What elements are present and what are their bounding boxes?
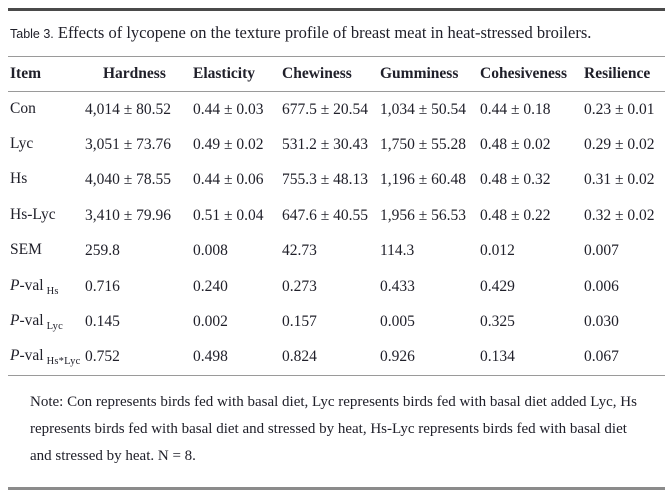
column-header-hardness: Hardness: [103, 65, 166, 82]
row-label-text: -val: [19, 276, 44, 294]
cell: 259.8: [85, 242, 120, 260]
row-label: Lyc: [10, 135, 85, 155]
cell: 114.3: [380, 242, 415, 260]
cell: 0.44 ± 0.06: [193, 171, 264, 189]
cell: 0.030: [584, 313, 619, 331]
cell: 755.3 ± 48.13: [282, 171, 369, 189]
cell: 3,051 ± 73.76: [85, 136, 172, 154]
cell: 0.012: [480, 242, 515, 260]
row-label-italic: P: [10, 276, 20, 294]
column-header-item: Item: [10, 65, 41, 82]
row-label-text: -val: [19, 347, 44, 365]
cell: 0.29 ± 0.02: [584, 136, 655, 154]
cell: 0.31 ± 0.02: [584, 171, 655, 189]
cell: 0.002: [193, 313, 228, 331]
row-label-text: Con: [10, 99, 36, 117]
cell: 0.32 ± 0.02: [584, 206, 655, 224]
cell: 0.824: [282, 348, 317, 366]
row-label: P-val Hs*Lyc: [10, 347, 85, 367]
row-label: SEM: [10, 241, 85, 261]
caption-divider-rule: [8, 56, 665, 57]
row-label-text: Lyc: [10, 135, 34, 153]
cell: 531.2 ± 30.43: [282, 136, 369, 154]
cell: 0.44 ± 0.18: [480, 100, 551, 118]
cell: 3,410 ± 79.96: [85, 206, 172, 224]
cell: 0.44 ± 0.03: [193, 100, 264, 118]
row-label: Hs: [10, 170, 85, 190]
table-row: Lyc 3,051 ± 73.76 0.49 ± 0.02 531.2 ± 30…: [8, 127, 665, 162]
cell: 0.145: [85, 313, 120, 331]
cell: 0.134: [480, 348, 515, 366]
table-note: Note: Con represents birds fed with basa…: [30, 394, 637, 465]
column-header-chewiness: Chewiness: [282, 65, 352, 82]
row-label-italic: P: [10, 347, 20, 365]
cell: 1,034 ± 50.54: [380, 100, 467, 118]
table-caption-text: Effects of lycopene on the texture profi…: [53, 23, 592, 42]
cell: 1,196 ± 60.48: [380, 171, 467, 189]
cell: 0.429: [480, 277, 515, 295]
row-label: P-val Hs: [10, 277, 85, 297]
cell: 0.067: [584, 348, 619, 366]
row-label: Con: [10, 100, 85, 120]
cell: 0.006: [584, 277, 619, 295]
cell: 1,956 ± 56.53: [380, 206, 467, 224]
bottom-rule: [8, 487, 665, 490]
cell: 0.005: [380, 313, 415, 331]
column-header-resilience: Resilience: [584, 65, 651, 82]
table-body: Con 4,014 ± 80.52 0.44 ± 0.03 677.5 ± 20…: [8, 92, 665, 375]
cell: 4,014 ± 80.52: [85, 100, 172, 118]
header-divider-rule: [8, 91, 665, 92]
cell: 0.498: [193, 348, 228, 366]
table-row: Hs 4,040 ± 78.55 0.44 ± 0.06 755.3 ± 48.…: [8, 163, 665, 198]
table-row: Con 4,014 ± 80.52 0.44 ± 0.03 677.5 ± 20…: [8, 92, 665, 127]
table-caption: Table 3. Effects of lycopene on the text…: [8, 11, 665, 56]
row-label: Hs-Lyc: [10, 206, 85, 226]
footer-divider-rule: [8, 375, 665, 377]
cell: 0.752: [85, 348, 120, 366]
column-header-elasticity: Elasticity: [193, 65, 255, 82]
row-label-text: Hs: [10, 170, 28, 188]
column-header-gumminess: Gumminess: [380, 65, 459, 82]
cell: 647.6 ± 40.55: [282, 206, 369, 224]
row-label-text: SEM: [10, 241, 42, 259]
row-label-text: Hs-Lyc: [10, 205, 56, 223]
cell: 1,750 ± 55.28: [380, 136, 467, 154]
row-label-subscript: Hs*Lyc: [46, 356, 81, 368]
table-header-row: Item Hardness Elasticity Chewiness Gummi…: [8, 57, 665, 91]
cell: 0.240: [193, 277, 228, 295]
cell: 0.157: [282, 313, 317, 331]
table-row: P-val Hs 0.716 0.240 0.273 0.433 0.429 0.…: [8, 269, 665, 304]
cell: 0.51 ± 0.04: [193, 206, 264, 224]
row-label-subscript: Lyc: [46, 321, 63, 333]
cell: 0.48 ± 0.22: [480, 206, 551, 224]
row-label-subscript: Hs: [46, 285, 59, 297]
cell: 0.273: [282, 277, 317, 295]
cell: 0.716: [85, 277, 120, 295]
column-header-cohesiveness: Cohesiveness: [480, 65, 567, 82]
cell: 0.008: [193, 242, 228, 260]
cell: 0.48 ± 0.02: [480, 136, 551, 154]
cell: 0.325: [480, 313, 515, 331]
table-number-label: Table 3.: [10, 27, 54, 41]
table-row: Hs-Lyc 3,410 ± 79.96 0.51 ± 0.04 647.6 ±…: [8, 198, 665, 233]
cell: 0.23 ± 0.01: [584, 100, 655, 118]
cell: 0.48 ± 0.32: [480, 171, 551, 189]
row-label-italic: P: [10, 311, 20, 329]
table-row: P-val Lyc 0.145 0.002 0.157 0.005 0.325 0…: [8, 304, 665, 339]
cell: 0.433: [380, 277, 415, 295]
cell: 0.926: [380, 348, 415, 366]
table-row: P-val Hs*Lyc 0.752 0.498 0.824 0.926 0.13…: [8, 340, 665, 375]
cell: 0.49 ± 0.02: [193, 136, 264, 154]
table-row: SEM 259.8 0.008 42.73 114.3 0.012 0.007: [8, 234, 665, 269]
cell: 677.5 ± 20.54: [282, 100, 369, 118]
cell: 4,040 ± 78.55: [85, 171, 172, 189]
cell: 0.007: [584, 242, 619, 260]
row-label: P-val Lyc: [10, 312, 85, 332]
top-rule: [8, 8, 665, 11]
cell: 42.73: [282, 242, 317, 260]
row-label-text: -val: [19, 311, 44, 329]
